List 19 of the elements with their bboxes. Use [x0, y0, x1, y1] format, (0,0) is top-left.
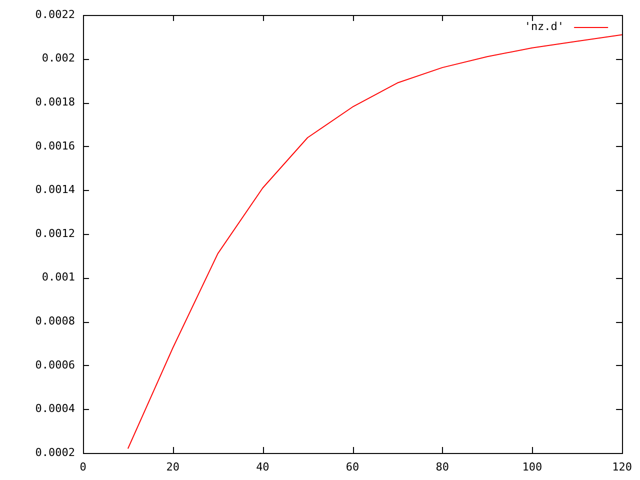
- y-tick-label: 0.002: [42, 52, 75, 65]
- y-tick-label: 0.0016: [35, 139, 75, 152]
- legend-label: 'nz.d': [524, 20, 564, 33]
- y-tick-label: 0.0006: [35, 358, 75, 372]
- y-tick-label: 0.0014: [35, 183, 76, 196]
- y-tick-label: 0.0002: [35, 446, 75, 459]
- x-tick-label: 20: [166, 460, 180, 474]
- x-tick-label: 120: [612, 460, 632, 474]
- x-tick-label: 0: [80, 460, 86, 474]
- x-tick-label: 40: [256, 460, 270, 474]
- y-tick-label: 0.001: [42, 270, 75, 284]
- x-tick-label: 80: [436, 460, 449, 474]
- y-tick-label: 0.0004: [35, 402, 76, 416]
- y-tick-label: 0.0012: [35, 226, 75, 240]
- x-tick-label: 60: [346, 460, 360, 474]
- x-tick-label: 100: [522, 460, 542, 474]
- y-tick-label: 0.0018: [35, 95, 75, 108]
- y-tick-label: 0.0022: [35, 8, 75, 21]
- y-tick-label: 0.0008: [35, 314, 75, 328]
